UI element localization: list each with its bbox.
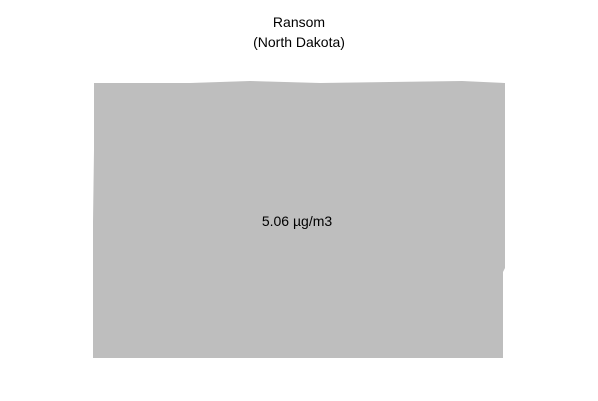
- county-shape: [93, 81, 505, 358]
- map-title: Ransom (North Dakota): [0, 12, 598, 52]
- county-value-label: 5.06 µg/m3: [262, 213, 333, 229]
- county-name: Ransom: [272, 14, 326, 30]
- state-name: (North Dakota): [253, 34, 345, 50]
